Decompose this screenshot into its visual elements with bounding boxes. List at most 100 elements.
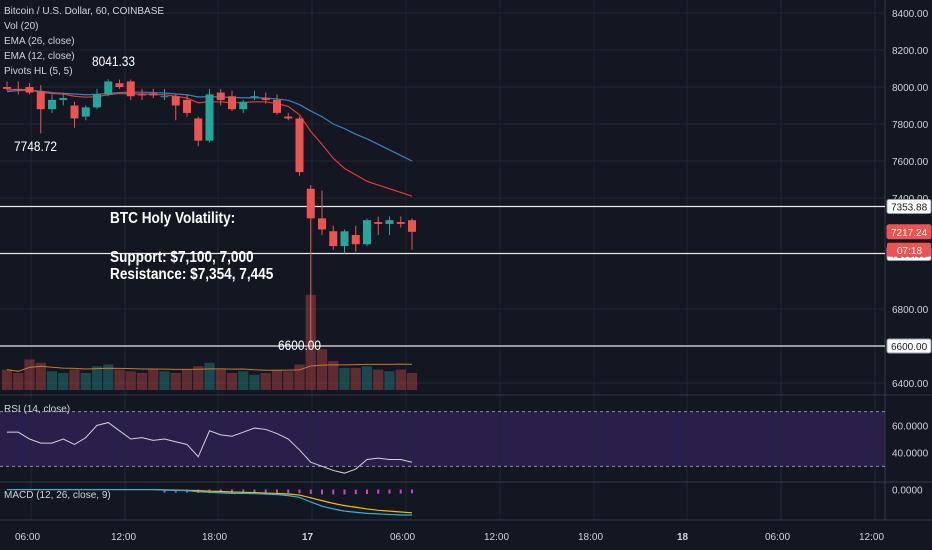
- legend-vol: Vol (20): [4, 21, 39, 32]
- macd-line: [7, 488, 412, 516]
- price-axis[interactable]: 8400.008200.008000.007800.007600.007400.…: [886, 9, 932, 497]
- time-tick-label: 06:00: [765, 532, 790, 543]
- candle-body: [171, 96, 180, 106]
- volume-bar: [283, 371, 294, 390]
- candle-body: [228, 96, 236, 110]
- volume-bar: [215, 369, 226, 390]
- legend-macd: MACD (12, 26, close, 9): [4, 490, 111, 501]
- time-tick-label: 06:00: [15, 532, 40, 543]
- rsi-pane: [0, 411, 885, 474]
- volume-bar: [1, 369, 13, 390]
- candle-body: [149, 93, 158, 96]
- candle-body: [160, 96, 169, 98]
- countdown-text: 07:18: [897, 246, 922, 257]
- rsi-tick-label: 60.0000: [892, 421, 929, 432]
- time-axis[interactable]: 06:00 12:00 18:00 17 06:00 12:00 18:00 18 06:00 1…: [15, 532, 884, 543]
- horizontal-levels[interactable]: [0, 205, 885, 347]
- candle-body: [340, 231, 349, 247]
- candle-body: [138, 94, 146, 96]
- candle-body: [295, 118, 304, 173]
- candle-body: [273, 99, 281, 113]
- price-tick-label: 7800.00: [892, 120, 929, 131]
- rsi-tick-label: 40.0000: [892, 449, 929, 460]
- support-annotation: Support: $7,100, 7,000: [110, 249, 254, 266]
- volume-bar: [13, 373, 24, 390]
- volume-bar: [170, 373, 181, 390]
- volume-bar: [136, 373, 148, 390]
- volume-bar: [204, 362, 215, 390]
- candle-body: [318, 218, 326, 230]
- candle-body: [183, 99, 191, 113]
- price-tick-label: 6400.00: [892, 379, 929, 390]
- level-label-text: 6600.00: [891, 342, 928, 353]
- volume-ma-line: [6, 363, 413, 372]
- legend-rsi: RSI (14, close): [4, 404, 71, 415]
- candle-body: [408, 220, 416, 232]
- level-label-box: [886, 224, 932, 240]
- level-label-text: 7353.88: [891, 203, 928, 214]
- candle-body: [115, 83, 124, 87]
- time-tick-label: 06:00: [390, 532, 415, 543]
- candle-body: [93, 94, 101, 108]
- grid: [0, 0, 885, 520]
- legend-symbol: Bitcoin / U.S. Dollar, 60, COINBASE: [4, 6, 165, 17]
- volume-bar: [69, 369, 80, 390]
- time-tick-label: 12:00: [484, 532, 509, 543]
- time-tick-label: 18: [677, 532, 689, 543]
- volume-bar: [294, 364, 305, 390]
- candle-body: [385, 220, 394, 224]
- candles[interactable]: [3, 79, 416, 346]
- volume-bar: [103, 364, 114, 390]
- volume-bar: [373, 369, 384, 390]
- volume-bar: [316, 349, 328, 390]
- candle-body: [306, 188, 315, 219]
- time-tick-label: 17: [302, 532, 314, 543]
- volume-bar: [58, 373, 69, 390]
- candle-body: [396, 222, 405, 224]
- time-tick-label: 18:00: [202, 532, 227, 543]
- volume-bar: [226, 373, 238, 390]
- macd-pane: [7, 488, 413, 516]
- volume-bar: [384, 371, 395, 390]
- volume-bar: [361, 366, 373, 390]
- candle-body: [126, 81, 135, 97]
- candle-body: [194, 118, 203, 141]
- candle-body: [81, 107, 90, 117]
- volume-bar: [395, 369, 406, 390]
- volume-bar: [238, 371, 249, 390]
- volume-bar: [328, 361, 339, 390]
- volume-bar: [148, 369, 159, 390]
- price-tick-label: 8400.00: [892, 9, 929, 20]
- pane-separators: [0, 0, 932, 521]
- time-tick-label: 12:00: [111, 532, 136, 543]
- volume-bar: [159, 371, 170, 390]
- candle-body: [239, 101, 248, 110]
- price-tick-label: 8200.00: [892, 46, 929, 57]
- rsi-line: [7, 422, 413, 474]
- volume-bar: [35, 362, 46, 390]
- volume-bar: [46, 371, 58, 390]
- pivot-low-label: 7748.72: [14, 138, 58, 154]
- candle-body: [36, 91, 45, 110]
- candle-body: [48, 99, 56, 110]
- volume-bar: [271, 369, 283, 390]
- macd-tick-label: 0.0000: [892, 486, 923, 497]
- volume-bar: [125, 371, 136, 390]
- candle-body: [25, 87, 34, 93]
- time-tick-label: 12:00: [859, 532, 884, 543]
- candle-body: [250, 96, 259, 98]
- volume-bar: [24, 359, 35, 390]
- candle-body: [3, 87, 11, 89]
- candle-body: [329, 231, 338, 247]
- volume-bar: [260, 373, 271, 390]
- volume-bar: [350, 367, 361, 390]
- level-label-text: 7217.24: [891, 228, 928, 239]
- candle-body: [205, 94, 214, 141]
- volume-bar: [181, 369, 193, 390]
- time-tick-label: 18:00: [578, 532, 603, 543]
- volume-bar: [249, 374, 260, 390]
- resistance-annotation: Resistance: $7,354, 7,445: [110, 266, 274, 283]
- candle-body: [374, 222, 383, 224]
- candle-body: [284, 116, 293, 119]
